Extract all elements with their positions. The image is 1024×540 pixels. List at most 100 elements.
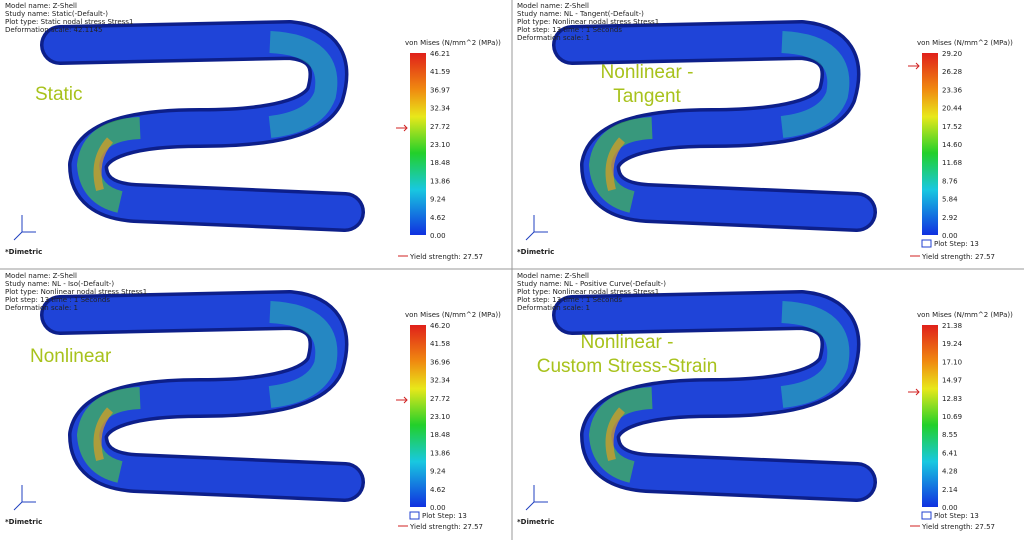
legend-tick: 8.76	[942, 177, 958, 185]
legend-tick: 9.24	[430, 468, 446, 476]
legend-tick: 5.84	[942, 196, 958, 204]
yield-strength: Yield strength: 27.57	[409, 253, 483, 261]
axis-triad	[13, 215, 36, 241]
legend-tick: 2.92	[942, 214, 958, 222]
plot-step: Plot Step: 13	[934, 240, 979, 248]
study-info: Study name: NL - Iso(-Default-)	[5, 280, 114, 288]
legend-tick: 0.00	[430, 232, 446, 240]
study-info: Deformation scale: 42.1145	[5, 26, 103, 34]
legend-tick: 36.97	[430, 86, 450, 94]
legend-tick: 6.41	[942, 449, 958, 457]
legend-tick: 11.68	[942, 159, 962, 167]
study-info: Model name: Z-Shell	[517, 2, 589, 10]
legend-tick: 23.10	[430, 141, 450, 149]
legend-tick: 4.62	[430, 214, 446, 222]
plot-step: Plot Step: 13	[422, 512, 467, 520]
study-info: Model name: Z-Shell	[5, 2, 77, 10]
legend-tick: 4.28	[942, 468, 958, 476]
study-info: Deformation scale: 1	[5, 304, 78, 312]
study-label: Nonlinear -	[601, 62, 694, 83]
study-info: Plot step: 13 time : 1 Seconds	[517, 26, 622, 34]
legend-tick: 26.28	[942, 68, 962, 76]
legend-tick: 0.00	[942, 504, 958, 512]
study-label: Nonlinear	[30, 346, 112, 367]
color-bar	[410, 325, 426, 507]
study-info: Model name: Z-Shell	[517, 272, 589, 280]
study-info: Plot type: Static nodal stress Stress1	[5, 18, 133, 26]
legend-title: von Mises (N/mm^2 (MPa))	[917, 311, 1013, 319]
stress-model	[60, 310, 345, 482]
legend-tick: 18.48	[430, 431, 450, 439]
legend-tick: 12.83	[942, 395, 962, 403]
study-info: Plot type: Nonlinear nodal stress Stress…	[517, 288, 659, 296]
axis-triad	[13, 485, 36, 511]
legend-tick: 46.20	[430, 322, 450, 330]
legend-tick: 21.38	[942, 322, 962, 330]
legend-tick: 41.59	[430, 68, 450, 76]
step-button	[921, 239, 932, 248]
legend-tick: 14.97	[942, 377, 962, 385]
legend-tick: 32.34	[430, 377, 451, 385]
legend-tick: 10.69	[942, 413, 962, 421]
study-info: Plot step: 13 time : 1 Seconds	[5, 296, 110, 304]
legend-tick: 17.10	[942, 358, 962, 366]
legend-title: von Mises (N/mm^2 (MPa))	[405, 39, 501, 47]
legend-tick: 14.60	[942, 141, 962, 149]
yield-marker	[908, 62, 920, 70]
view-name: *Dimetric	[5, 248, 42, 256]
yield-marker	[396, 396, 408, 404]
study-info: Deformation scale: 1	[517, 304, 590, 312]
yield-marker	[396, 124, 408, 132]
stress-model	[60, 40, 345, 212]
study-info: Study name: NL - Positive Curve(-Default…	[517, 280, 666, 288]
yield-strength: Yield strength: 27.57	[921, 253, 995, 261]
study-label: Custom Stress-Strain	[537, 356, 718, 377]
study-info: Study name: NL - Tangent(-Default-)	[517, 10, 644, 18]
study-info: Deformation scale: 1	[517, 34, 590, 42]
study-label: Tangent	[613, 86, 681, 107]
legend-tick: 46.21	[430, 50, 450, 58]
axis-triad	[525, 215, 548, 241]
legend-tick: 4.62	[430, 486, 446, 494]
legend-tick: 29.20	[942, 50, 962, 58]
view-name: *Dimetric	[517, 248, 554, 256]
view-name: *Dimetric	[5, 518, 42, 526]
legend-tick: 18.48	[430, 159, 450, 167]
legend-tick: 13.86	[430, 449, 451, 457]
legend-tick: 27.72	[430, 123, 450, 131]
study-label: Nonlinear -	[581, 332, 674, 353]
study-info: Plot step: 13 time : 1 Seconds	[517, 296, 622, 304]
legend-tick: 36.96	[430, 358, 451, 366]
study-info: Plot type: Nonlinear nodal stress Stress…	[5, 288, 147, 296]
view-name: *Dimetric	[517, 518, 554, 526]
legend-title: von Mises (N/mm^2 (MPa))	[405, 311, 501, 319]
color-bar	[410, 53, 426, 235]
legend-title: von Mises (N/mm^2 (MPa))	[917, 39, 1013, 47]
legend-tick: 17.52	[942, 123, 962, 131]
legend-tick: 0.00	[942, 232, 958, 240]
study-info: Model name: Z-Shell	[5, 272, 77, 280]
legend-tick: 9.24	[430, 196, 446, 204]
yield-strength: Yield strength: 27.57	[921, 523, 995, 531]
axis-triad	[525, 485, 548, 511]
study-info: Plot type: Nonlinear nodal stress Stress…	[517, 18, 659, 26]
step-button	[921, 511, 932, 520]
color-bar	[922, 53, 938, 235]
legend-tick: 23.10	[430, 413, 450, 421]
study-info: Study name: Static(-Default-)	[5, 10, 108, 18]
legend-tick: 2.14	[942, 486, 958, 494]
yield-marker	[908, 388, 920, 396]
legend-tick: 0.00	[430, 504, 446, 512]
legend-tick: 19.24	[942, 340, 963, 348]
legend-tick: 20.44	[942, 105, 963, 113]
legend-tick: 27.72	[430, 395, 450, 403]
legend-tick: 32.34	[430, 105, 451, 113]
legend-tick: 13.86	[430, 177, 451, 185]
legend-tick: 8.55	[942, 431, 958, 439]
legend-tick: 23.36	[942, 86, 963, 94]
